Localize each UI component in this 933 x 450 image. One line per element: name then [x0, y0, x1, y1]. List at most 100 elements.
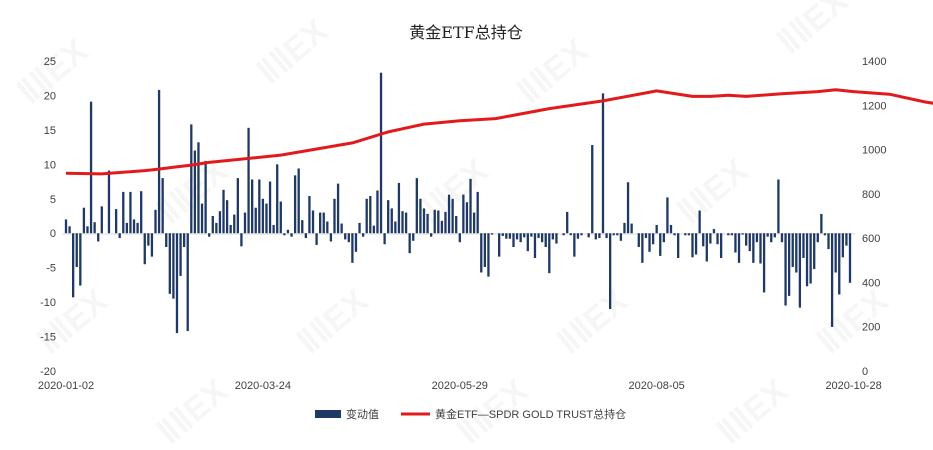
bar [394, 221, 397, 234]
bar [451, 198, 454, 234]
bar [68, 226, 71, 234]
bar [208, 233, 211, 237]
bar [358, 222, 361, 234]
bar [140, 191, 143, 234]
bar [376, 190, 379, 234]
bar [419, 198, 422, 234]
bar [430, 233, 433, 237]
bar [340, 223, 343, 234]
bar [490, 233, 494, 235]
y-left-tick-label: -10 [40, 297, 56, 309]
bar [304, 233, 307, 239]
bar [254, 207, 257, 234]
bar [154, 209, 157, 234]
bar [444, 211, 447, 234]
bar [569, 233, 572, 236]
y-right-tick-label: 0 [862, 366, 868, 378]
bar [344, 233, 347, 240]
y-right-tick-label: 800 [862, 189, 880, 201]
bar [616, 233, 619, 236]
bar [712, 229, 716, 234]
watermark-icon: ⅡⅡEX [811, 281, 896, 361]
watermark-icon: ⅡⅡEX [291, 281, 376, 361]
bar [537, 233, 540, 239]
bar [487, 233, 490, 277]
holdings-line [65, 88, 933, 176]
bar [458, 233, 461, 243]
bar [505, 233, 508, 239]
bar [426, 213, 429, 234]
bar [630, 223, 633, 234]
bar [566, 211, 569, 234]
bar [813, 233, 816, 270]
bar [172, 233, 175, 299]
watermark-icon: ⅡⅡEX [771, 0, 856, 61]
legend-bar-swatch [315, 410, 341, 418]
bar [390, 208, 393, 234]
bar [508, 233, 512, 239]
bar [705, 233, 708, 262]
bar [326, 221, 329, 234]
bar [644, 233, 648, 239]
bar [519, 233, 522, 243]
bar [773, 233, 776, 238]
bar [587, 233, 590, 238]
bar [132, 219, 136, 234]
bar [787, 233, 791, 296]
bar [694, 233, 698, 255]
bar [669, 224, 673, 234]
bar [258, 179, 261, 234]
watermark-icon: ⅡⅡEX [551, 281, 636, 361]
bar [179, 233, 182, 276]
bar [780, 233, 784, 243]
bar [684, 233, 687, 236]
bar [168, 233, 171, 294]
bar [677, 233, 680, 259]
y-left-tick-label: 20 [44, 90, 56, 102]
bar [730, 233, 734, 236]
y-left-tick-label: -5 [46, 263, 56, 275]
bar [544, 233, 547, 247]
bar [365, 198, 368, 234]
bar [261, 198, 265, 234]
bar [734, 233, 737, 253]
bar [830, 233, 834, 327]
bar [598, 233, 601, 239]
bar [848, 233, 852, 283]
bar [329, 233, 333, 242]
bar [125, 222, 129, 234]
bar [841, 233, 844, 258]
bar [161, 178, 164, 234]
bar [290, 233, 293, 237]
bar [225, 200, 229, 234]
x-axis-ticks: 2020-01-02 2020-03-24 2020-05-29 2020-08-05… [38, 380, 882, 392]
bar [100, 206, 103, 234]
bar [784, 233, 787, 306]
bar [89, 101, 93, 234]
bar [687, 233, 691, 236]
bar [64, 219, 68, 234]
bar [755, 233, 759, 243]
y-right-tick-label: 600 [862, 233, 880, 245]
bar [415, 178, 418, 234]
watermark-icon: ⅡⅡEX [671, 151, 756, 231]
bar [465, 202, 469, 234]
bar [97, 233, 100, 242]
bar [75, 233, 78, 267]
watermark-icon: ⅡⅡEX [711, 371, 796, 450]
bar [218, 211, 222, 234]
bar [404, 212, 408, 234]
bar [165, 233, 168, 247]
watermark-icon: ⅡⅡEX [151, 371, 236, 450]
y-left-tick-label: 25 [44, 56, 56, 68]
bar [523, 233, 526, 238]
bar [623, 222, 626, 234]
bar [447, 194, 451, 234]
bar [562, 233, 565, 236]
bar [551, 233, 555, 240]
bar [440, 220, 444, 234]
y-left-tick-label: -15 [40, 332, 56, 344]
y-right-tick-label: 1400 [862, 56, 886, 68]
bar [215, 222, 218, 234]
